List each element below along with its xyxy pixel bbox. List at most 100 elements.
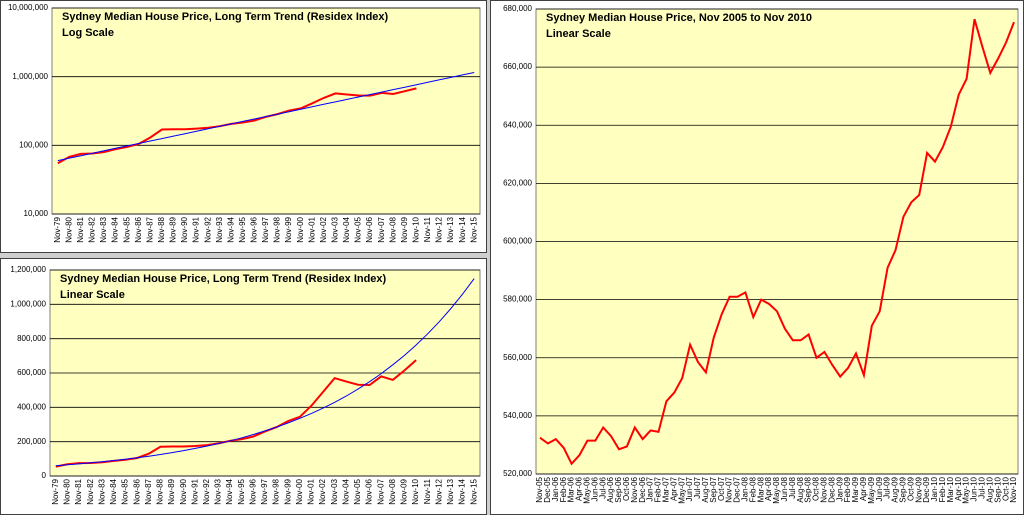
- x-tick-label: Nov-14: [458, 216, 467, 242]
- x-tick-label: Nov-96: [248, 478, 257, 504]
- x-tick-label: Nov-81: [76, 216, 85, 242]
- x-tick-label: Nov-81: [74, 478, 83, 504]
- x-tick-label: Nov-10: [411, 478, 420, 504]
- x-tick-label: Dec-05: [543, 476, 552, 502]
- x-tick-label: Nov-11: [423, 478, 432, 504]
- x-tick-label: Oct-06: [622, 476, 631, 501]
- y-tick-label: 1,200,000: [10, 265, 46, 274]
- x-tick-label: Nov-06: [365, 216, 374, 242]
- x-tick-label: Jun-09: [875, 476, 884, 501]
- x-tick-label: Jul-08: [788, 476, 797, 498]
- x-tick-label: Feb-07: [654, 476, 663, 502]
- x-tick-label: Nov-01: [307, 216, 316, 242]
- series-line: [57, 87, 417, 165]
- y-tick-label: 10,000,000: [8, 3, 49, 12]
- x-tick-label: Feb-08: [748, 476, 757, 502]
- chart-title: Sydney Median House Price, Long Term Tre…: [60, 273, 387, 285]
- x-tick-label: Feb-10: [938, 476, 947, 502]
- x-tick-label: Nov-97: [261, 216, 270, 242]
- x-tick-label: Jan-08: [741, 476, 750, 501]
- y-tick-label: 540,000: [503, 411, 532, 420]
- x-tick-label: Nov-99: [284, 216, 293, 242]
- x-tick-label: Nov-02: [318, 478, 327, 504]
- y-tick-label: 200,000: [17, 437, 46, 446]
- x-tick-label: Dec-06: [638, 476, 647, 502]
- x-tick-label: Aug-07: [701, 476, 710, 502]
- x-tick-label: Sep-08: [804, 476, 813, 502]
- x-tick-label: Nov-93: [214, 478, 223, 504]
- x-tick-label: Nov-80: [64, 216, 73, 242]
- x-tick-label: Nov-92: [202, 478, 211, 504]
- x-tick-label: Apr-09: [859, 476, 868, 501]
- x-tick-label: Nov-00: [296, 216, 305, 242]
- x-tick-label: Nov-09: [400, 478, 409, 504]
- series-line: [55, 278, 475, 467]
- x-tick-label: Nov-85: [121, 478, 130, 504]
- x-tick-label: May-08: [772, 476, 781, 503]
- x-tick-label: Nov-13: [446, 216, 455, 242]
- y-tick-label: 660,000: [503, 62, 532, 71]
- x-tick-label: Nov-79: [51, 478, 60, 504]
- x-tick-label: Sep-06: [614, 476, 623, 502]
- x-tick-label: Nov-89: [167, 478, 176, 504]
- x-tick-label: Dec-07: [733, 476, 742, 502]
- x-tick-label: Nov-15: [469, 478, 478, 504]
- x-tick-label: Jan-10: [930, 476, 939, 501]
- x-tick-label: Nov-07: [377, 216, 386, 242]
- x-tick-label: Jul-06: [598, 476, 607, 498]
- x-tick-label: Feb-06: [559, 476, 568, 502]
- chart-title: Sydney Median House Price, Nov 2005 to N…: [546, 12, 812, 24]
- x-tick-label: Nov-99: [283, 478, 292, 504]
- x-tick-label: Nov-05: [354, 216, 363, 242]
- x-tick-label: Jan-06: [551, 476, 560, 501]
- x-tick-label: Jul-10: [978, 476, 987, 498]
- x-tick-label: Nov-87: [144, 478, 153, 504]
- x-tick-label: Nov-04: [342, 216, 351, 242]
- x-tick-label: Mar-07: [661, 476, 670, 502]
- x-tick-label: Nov-83: [99, 216, 108, 242]
- x-tick-label: Nov-00: [295, 478, 304, 504]
- y-tick-label: 620,000: [503, 178, 532, 187]
- x-tick-label: Nov-94: [225, 478, 234, 504]
- x-tick-label: Nov-93: [215, 216, 224, 242]
- x-tick-label: Nov-09: [914, 476, 923, 502]
- x-tick-label: Nov-86: [134, 216, 143, 242]
- x-tick-label: Nov-97: [260, 478, 269, 504]
- x-tick-label: Nov-91: [190, 478, 199, 504]
- x-tick-label: May-10: [962, 476, 971, 503]
- x-tick-label: Oct-10: [1001, 476, 1010, 501]
- x-tick-label: Nov-08: [388, 478, 397, 504]
- series-line: [57, 72, 475, 162]
- x-tick-label: Nov-95: [238, 216, 247, 242]
- x-tick-label: Nov-10: [411, 216, 420, 242]
- x-tick-label: Dec-08: [827, 476, 836, 502]
- y-tick-label: 600,000: [503, 237, 532, 246]
- x-tick-label: Feb-09: [843, 476, 852, 502]
- x-tick-label: Nov-91: [192, 216, 201, 242]
- x-tick-label: Apr-08: [764, 476, 773, 501]
- x-tick-label: Aug-06: [606, 476, 615, 502]
- x-tick-label: Nov-01: [307, 478, 316, 504]
- x-tick-label: May-09: [867, 476, 876, 503]
- x-tick-label: Nov-86: [132, 478, 141, 504]
- x-tick-label: Nov-80: [63, 478, 72, 504]
- x-tick-label: Nov-10: [1009, 476, 1018, 502]
- series-line: [539, 18, 1015, 466]
- x-tick-label: Nov-07: [376, 478, 385, 504]
- x-tick-label: Aug-08: [796, 476, 805, 502]
- x-tick-label: Nov-03: [330, 478, 339, 504]
- x-tick-label: Nov-04: [341, 478, 350, 504]
- y-tick-label: 640,000: [503, 120, 532, 129]
- x-tick-label: Sep-10: [993, 476, 1002, 502]
- x-tick-label: Jan-09: [835, 476, 844, 501]
- x-tick-label: Nov-02: [319, 216, 328, 242]
- x-tick-label: Nov-14: [458, 478, 467, 504]
- y-tick-label: 580,000: [503, 295, 532, 304]
- chart-subtitle: Linear Scale: [546, 28, 611, 40]
- x-tick-label: Jun-10: [970, 476, 979, 501]
- y-tick-label: 800,000: [17, 334, 46, 343]
- x-tick-label: Nov-96: [250, 216, 259, 242]
- y-tick-label: 400,000: [17, 402, 46, 411]
- plot-area: [51, 7, 481, 215]
